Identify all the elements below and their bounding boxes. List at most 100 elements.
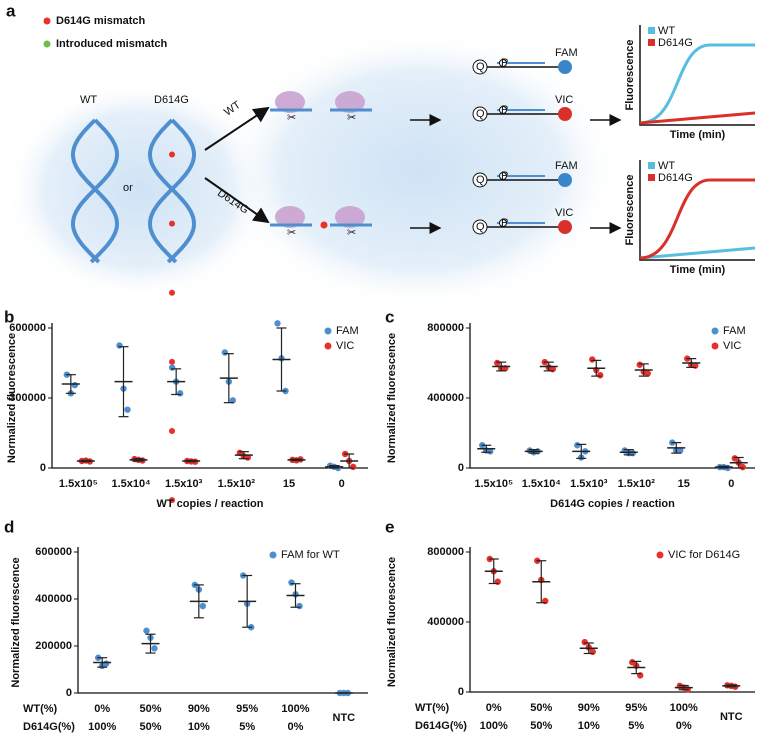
curve	[639, 43, 755, 125]
phosphate-label: P	[501, 57, 508, 69]
x-tick-label-2: 100%	[480, 720, 508, 732]
mismatch-dot	[169, 428, 175, 435]
cas-protein	[335, 206, 365, 228]
x-tick-label: 50%	[530, 702, 552, 714]
x-tick-label: 0%	[94, 703, 110, 715]
x-tick-label: 0	[339, 478, 345, 490]
legend-label: FAM	[336, 325, 359, 337]
x-tick-label-2: 50%	[139, 721, 161, 733]
x-axis-label: WT copies / reaction	[157, 498, 264, 510]
strand-label: WT	[80, 94, 97, 106]
phosphate-label: P	[501, 217, 508, 229]
axis-line	[77, 547, 368, 694]
phosphate	[499, 172, 507, 180]
x-tick-label-2: 5%	[628, 720, 644, 732]
dye	[558, 60, 572, 74]
legend-label: D614G	[658, 172, 693, 184]
legend-dot	[324, 342, 332, 350]
y-tick-label: 0	[458, 686, 464, 698]
y-tick-label: 0	[66, 687, 72, 699]
scissors: ✂	[347, 112, 356, 124]
mismatch-dot	[169, 151, 175, 158]
plot-y-label: Fluorescence	[624, 175, 636, 246]
legend-label: Introduced mismatch	[56, 38, 168, 50]
y-tick-label: 800000	[427, 546, 464, 558]
panel-label: e	[385, 517, 394, 536]
probe-label: FAM	[555, 160, 578, 172]
legend-dot	[43, 40, 51, 48]
axis	[639, 160, 755, 261]
data-point	[739, 463, 746, 471]
legend-swatch	[648, 27, 655, 34]
x-tick-label: 0	[728, 478, 734, 490]
strand-label: or	[123, 182, 133, 194]
x-tick-label-2: 100%	[88, 721, 116, 733]
legend-label: VIC for D614G	[668, 549, 740, 561]
data-point	[597, 372, 604, 379]
scissors: ✂	[287, 227, 296, 239]
x-tick-label: 1.5x10⁵	[59, 478, 98, 490]
data-point	[116, 342, 123, 349]
probe-label: VIC	[555, 207, 573, 219]
x-tick-label: 1.5x10³	[165, 478, 203, 490]
probe-label: VIC	[555, 94, 573, 106]
dye	[558, 107, 572, 121]
dye	[558, 220, 572, 234]
legend-dot	[711, 327, 719, 335]
legend-dot	[43, 17, 51, 25]
helix-strand	[71, 118, 120, 264]
helix-strand	[147, 118, 196, 264]
axis-line	[469, 547, 755, 693]
panel-label: c	[385, 307, 394, 326]
cas-protein	[275, 206, 305, 228]
helix-strand	[148, 118, 197, 264]
panel-a: a D614G mismatch Introduced mismatch WT …	[5, 1, 620, 310]
legend-dot	[324, 327, 332, 335]
axis-line	[51, 323, 368, 469]
data-point	[274, 320, 281, 327]
x-tick-label: 50%	[139, 703, 161, 715]
curve	[639, 178, 755, 260]
legend-label: FAM	[723, 325, 746, 337]
glow	[5, 80, 275, 300]
mismatch-dot	[169, 289, 175, 296]
plot-x-label: Time (min)	[670, 129, 726, 141]
x-tick-label: 1.5x10²	[618, 478, 656, 490]
legend-label: WT	[658, 25, 675, 37]
y-tick-label: 0	[40, 462, 46, 474]
arrow	[204, 106, 270, 151]
data-point	[487, 448, 494, 455]
x-tick-label-2: 0%	[288, 721, 304, 733]
y-tick-label: 400000	[35, 593, 72, 605]
y-tick-label: 300000	[9, 392, 46, 404]
mismatch-dot	[169, 497, 175, 504]
cas-protein	[275, 91, 305, 113]
y-tick-label: 800000	[427, 322, 464, 334]
legend-label: WT	[658, 160, 675, 172]
data-point	[143, 627, 150, 634]
x-tick-label: 100%	[281, 703, 309, 715]
data-point	[589, 356, 596, 363]
curve	[639, 246, 756, 260]
quencher-label: Q	[476, 221, 485, 233]
phosphate	[499, 219, 507, 227]
mismatch-dot	[169, 358, 175, 365]
x-tick-label-2: 50%	[530, 720, 552, 732]
legend-label: D614G	[658, 37, 693, 49]
data-point	[581, 638, 588, 646]
legend-label: FAM for WT	[281, 549, 340, 561]
panel-label: d	[4, 517, 14, 536]
y-axis-label: Normalized fluorescence	[6, 333, 18, 463]
plot-y-label: Fluorescence	[624, 40, 636, 111]
probe-label: FAM	[555, 47, 578, 59]
x-tick-label-2: 10%	[188, 721, 210, 733]
legend-label: VIC	[336, 340, 354, 352]
x-tick-label: 15	[283, 478, 295, 490]
data-point	[151, 645, 158, 652]
legend-swatch	[648, 39, 655, 46]
legend-label: VIC	[723, 340, 741, 352]
x-tick-label: 1.5x10²	[218, 478, 256, 490]
data-point	[494, 359, 501, 367]
data-point	[288, 579, 295, 586]
